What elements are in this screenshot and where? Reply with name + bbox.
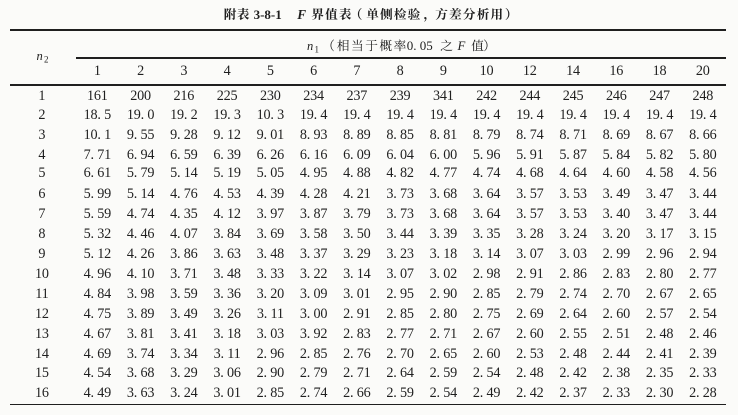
svg-text:n: n [307,39,313,53]
svg-text:1: 1 [315,45,320,55]
svg-text:2: 2 [44,55,49,65]
svg-text:0. 05: 0. 05 [407,38,433,53]
svg-text:F: F [296,7,306,22]
svg-text:F: F [457,39,466,53]
svg-text:n: n [37,49,43,63]
svg-text:3-8-1: 3-8-1 [254,7,282,22]
